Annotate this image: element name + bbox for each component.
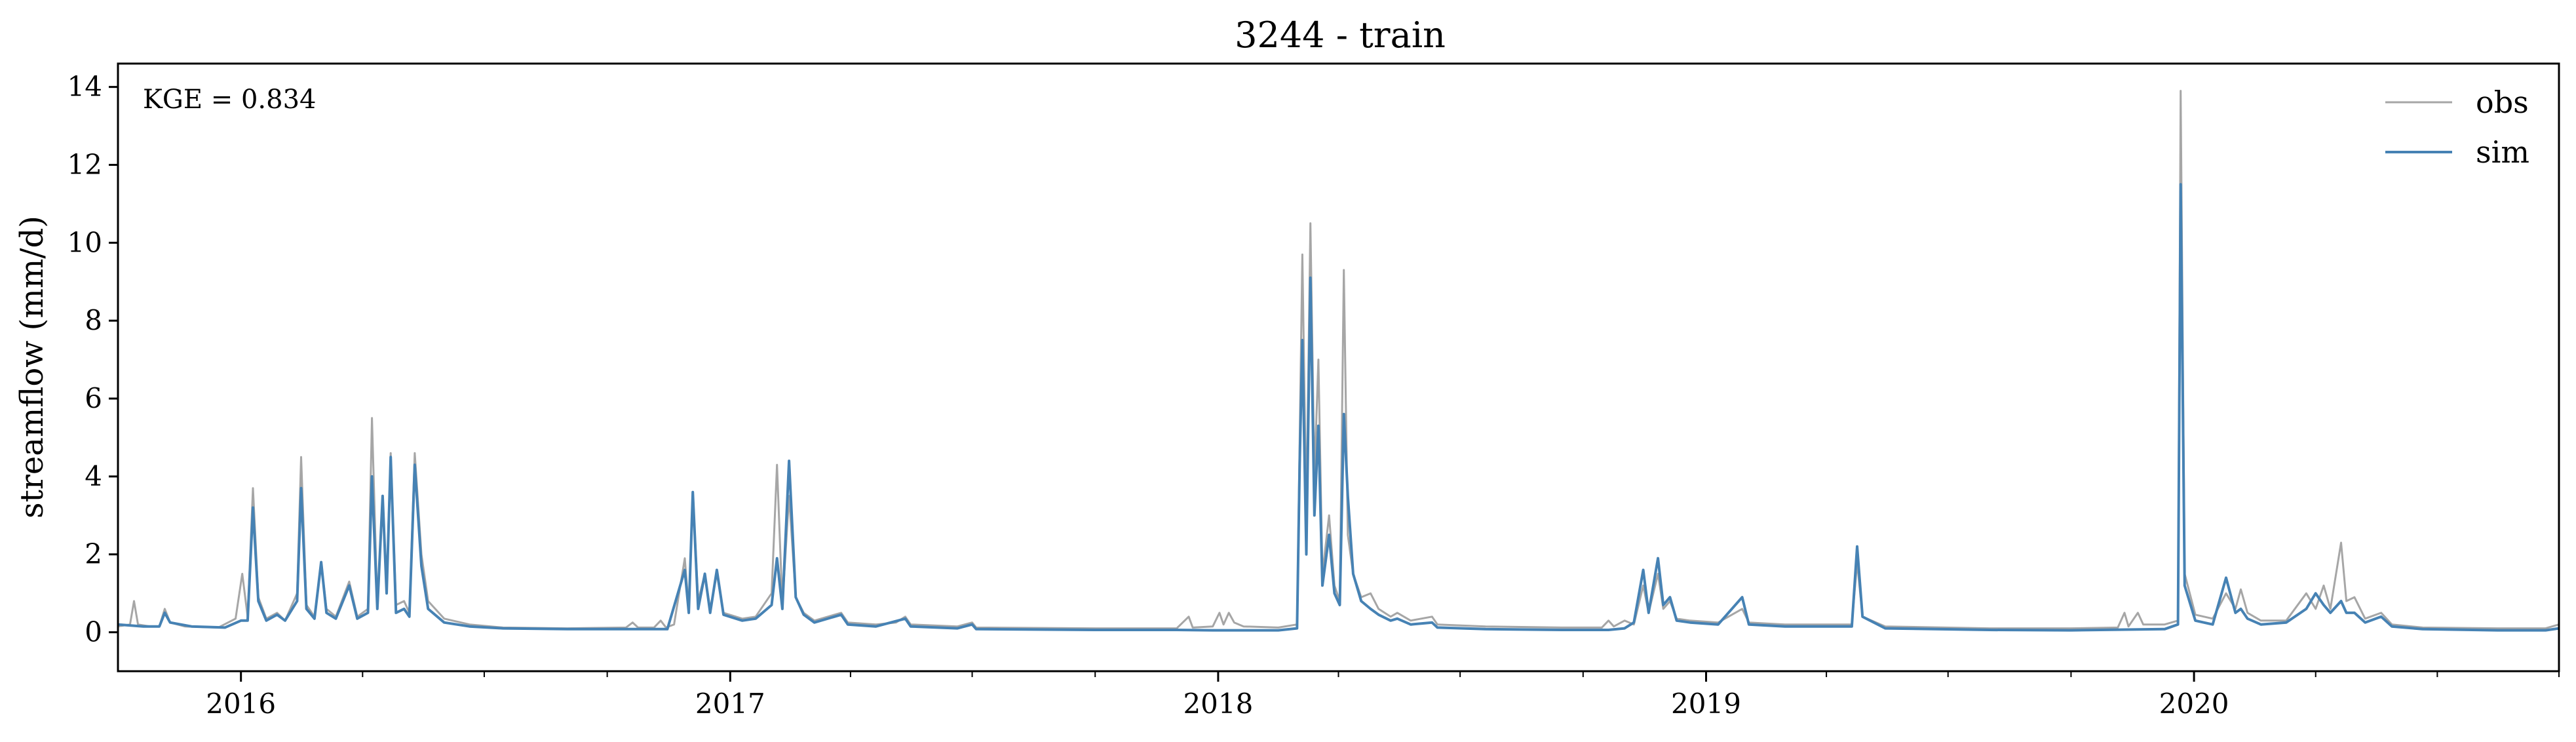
legend: obs sim <box>2385 85 2529 170</box>
series-layer <box>117 90 2560 632</box>
plot-frame <box>117 62 2560 673</box>
series-line-obs <box>117 90 2560 630</box>
y-tick-label: 8 <box>85 304 102 336</box>
y-tick-label: 4 <box>85 460 102 492</box>
x-tick-label: 2016 <box>206 688 276 720</box>
legend-label-obs: obs <box>2476 85 2529 120</box>
kge-annotation: KGE = 0.834 <box>143 85 317 115</box>
chart-title: 3244 - train <box>1235 14 1446 56</box>
y-tick-label: 2 <box>85 538 102 570</box>
x-tick-label: 2017 <box>695 688 765 720</box>
plot-area: 0 2 4 6 8 10 12 14 2016 2017 2018 2019 2020 KGE = 0… <box>67 62 2560 720</box>
y-tick-label: 12 <box>67 149 102 181</box>
y-tick-label: 0 <box>85 616 102 648</box>
y-tick-label: 14 <box>67 71 102 103</box>
y-axis: 0 2 4 6 8 10 12 14 <box>67 71 118 648</box>
legend-label-sim: sim <box>2476 134 2529 170</box>
x-tick-label: 2018 <box>1183 688 1253 720</box>
x-tick-label: 2019 <box>1671 688 1741 720</box>
series-line-sim <box>117 183 2560 632</box>
x-tick-label: 2020 <box>2159 688 2229 720</box>
y-axis-label: streamflow (mm/d) <box>14 216 50 518</box>
y-tick-label: 10 <box>67 226 102 258</box>
x-axis: 2016 2017 2018 2019 2020 <box>206 671 2560 720</box>
y-tick-label: 6 <box>85 382 102 414</box>
